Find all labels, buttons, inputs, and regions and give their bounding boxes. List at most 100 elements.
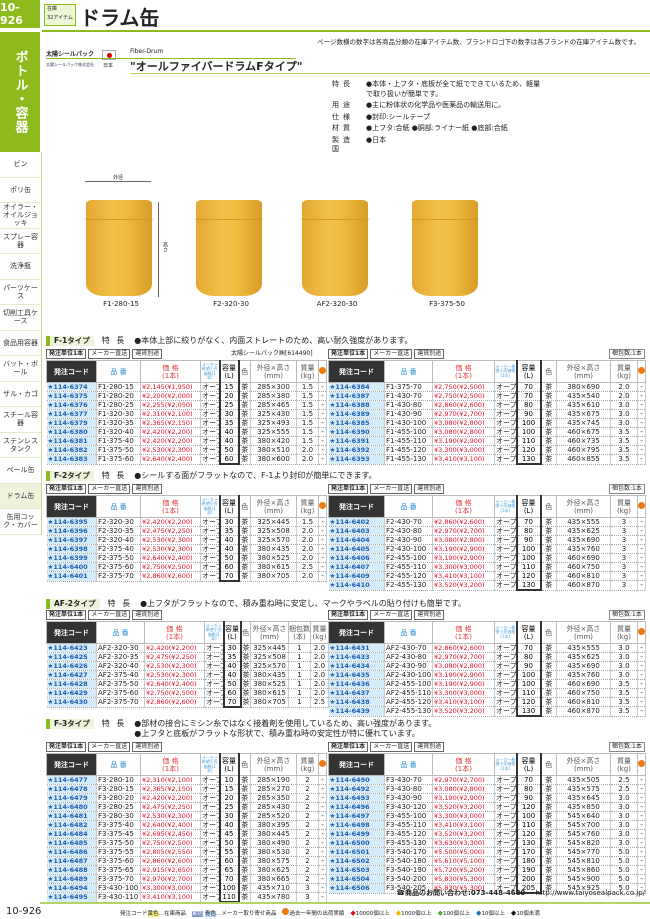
order-code[interactable]: ★114-6375 [46,391,97,401]
table-row[interactable]: ★114-6402F2-430-70¥2,860(¥2,600)オープン70茶4… [328,517,646,527]
order-code[interactable]: ★114-6383 [46,454,97,465]
table-row[interactable]: ★114-6388F1-430-80¥2,860(¥2,600)オープン80茶4… [328,400,646,410]
table-row[interactable]: ★114-6389F1-430-90¥2,970(¥2,700)オープン90茶4… [328,409,646,419]
table-row[interactable]: ★114-6393F1-455-130¥3,410(¥3,100)オープン130… [328,454,646,465]
table-row[interactable]: ★114-6478F3-280-15¥2,365(¥2,150)オープン15茶2… [46,784,327,794]
sidebar-item[interactable]: ザル・カゴ [0,382,41,407]
sidebar-item[interactable]: ステンレスタンク [0,433,41,458]
table-row[interactable]: ★114-6438AF2-455-120¥3,410(¥3,100)オープン12… [328,697,646,707]
table-row[interactable]: ★114-6496F3-430-120¥3,520(¥3,200)オープン120… [328,802,646,812]
order-code[interactable]: ★114-6400 [46,562,97,572]
order-code[interactable]: ★114-6390 [328,427,385,437]
order-code[interactable]: ★114-6503 [328,865,385,875]
table-row[interactable]: ★114-6391F1-455-110¥3,190(¥2,900)オープン110… [328,436,646,446]
table-row[interactable]: ★114-6428AF2-375-50¥2,640(¥2,400)オープン50茶… [46,679,337,689]
table-row[interactable]: ★114-6410F2-455-130¥3,520(¥3,200)オープン130… [328,580,646,591]
order-code[interactable]: ★114-6487 [46,856,97,866]
order-code[interactable]: ★114-6427 [46,670,97,680]
table-row[interactable]: ★114-6409F2-455-120¥3,410(¥3,100)オープン120… [328,571,646,581]
table-row[interactable]: ★114-6488F3-375-65¥2,915(¥2,650)オープン65茶3… [46,865,327,875]
table-row[interactable]: ★114-6506F3-540-205¥5,830(¥5,300)オープン205… [328,883,646,894]
sidebar-item[interactable]: バット・ボール [0,356,41,382]
order-code[interactable]: ★114-6426 [46,661,97,671]
order-code[interactable]: ★114-6405 [328,544,385,554]
table-row[interactable]: ★114-6477F3-280-10¥2,310(¥2,100)オープン10茶2… [46,775,327,785]
order-code[interactable]: ★114-6436 [328,679,385,689]
order-code[interactable]: ★114-6486 [46,847,97,857]
order-code[interactable]: ★114-6488 [46,865,97,875]
order-code[interactable]: ★114-6410 [328,580,385,591]
order-code[interactable]: ★114-6438 [328,697,385,707]
order-code[interactable]: ★114-6494 [46,883,97,893]
table-row[interactable]: ★114-6429AF2-375-60¥2,750(¥2,500)オープン60茶… [46,688,337,698]
table-row[interactable]: ★114-6435AF2-430-100¥3,190(¥2,900)オープン10… [328,670,646,680]
table-row[interactable]: ★114-6498F3-455-110¥3,410(¥3,100)オープン110… [328,820,646,830]
order-code[interactable]: ★114-6480 [46,802,97,812]
order-code[interactable]: ★114-6490 [328,775,385,785]
order-code[interactable]: ★114-6495 [46,892,97,903]
contact-url[interactable]: http://www.taiyosealpack.co.jp/ [535,889,645,897]
table-row[interactable]: ★114-6479F3-280-20¥2,420(¥2,200)オープン20茶2… [46,793,327,803]
table-row[interactable]: ★114-6401F2-375-70¥2,860(¥2,600)オープン70茶3… [46,571,327,582]
sidebar-item[interactable]: ドラム缶 [0,483,41,509]
order-code[interactable]: ★114-6392 [328,445,385,455]
sidebar-item[interactable]: ポリ缶 [0,178,41,203]
table-row[interactable]: ★114-6407F2-455-110¥3,300(¥3,000)オープン110… [328,562,646,572]
order-code[interactable]: ★114-6404 [328,535,385,545]
table-row[interactable]: ★114-6493F3-430-90¥3,190(¥2,900)オープン90茶4… [328,793,646,803]
table-row[interactable]: ★114-6374F1-280-15¥2,145(¥1,950)オープン15茶2… [46,382,327,392]
table-row[interactable]: ★114-6486F3-375-55¥2,805(¥2,550)オープン55茶3… [46,847,327,857]
table-row[interactable]: ★114-6380F1-320-40¥2,420(¥2,200)オープン40茶3… [46,427,327,437]
sidebar-item[interactable]: 缶用コック・カバー [0,509,41,535]
order-code[interactable]: ★114-6501 [328,847,385,857]
sidebar-item[interactable]: 食品用容器 [0,331,41,356]
order-code[interactable]: ★114-6479 [46,793,97,803]
sidebar-item[interactable]: スプレー容器 [0,229,41,254]
order-code[interactable]: ★114-6402 [328,517,385,527]
table-row[interactable]: ★114-6379F1-320-35¥2,365(¥2,150)オープン35茶3… [46,418,327,428]
order-code[interactable]: ★114-6407 [328,562,385,572]
order-code[interactable]: ★114-6477 [46,775,97,785]
order-code[interactable]: ★114-6374 [46,382,97,392]
table-row[interactable]: ★114-6423AF2-320-30¥2,420(¥2,200)オープン30茶… [46,643,337,653]
table-row[interactable]: ★114-6390F1-455-100¥3,080(¥2,800)オープン100… [328,427,646,437]
table-row[interactable]: ★114-6431AF2-430-70¥2,860(¥2,600)オープン70茶… [328,643,646,653]
order-code[interactable]: ★114-6504 [328,874,385,884]
table-row[interactable]: ★114-6434AF2-430-90¥3,080(¥2,800)オープン90茶… [328,661,646,671]
order-code[interactable]: ★114-6498 [328,820,385,830]
order-code[interactable]: ★114-6425 [46,652,97,662]
table-row[interactable]: ★114-6439AF2-455-130¥3,520(¥3,200)オープン13… [328,706,646,717]
order-code[interactable]: ★114-6502 [328,856,385,866]
table-row[interactable]: ★114-6384F1-375-70¥2,750(¥2,500)オープン70茶3… [328,382,646,392]
order-code[interactable]: ★114-6409 [328,571,385,581]
order-code[interactable]: ★114-6481 [46,811,97,821]
order-code[interactable]: ★114-6482 [46,820,97,830]
table-row[interactable]: ★114-6503F3-540-190¥5,720(¥5,200)オープン190… [328,865,646,875]
order-code[interactable]: ★114-6403 [328,526,385,536]
table-row[interactable]: ★114-6399F2-375-50¥2,640(¥2,400)オープン50茶3… [46,553,327,563]
table-row[interactable]: ★114-6382F1-375-50¥2,530(¥2,300)オープン50茶3… [46,445,327,455]
table-row[interactable]: ★114-6400F2-375-60¥2,750(¥2,500)オープン60茶3… [46,562,327,572]
order-code[interactable]: ★114-6429 [46,688,97,698]
order-code[interactable]: ★114-6398 [46,544,97,554]
order-code[interactable]: ★114-6499 [328,829,385,839]
table-row[interactable]: ★114-6492F3-430-80¥3,080(¥2,800)オープン80茶4… [328,784,646,794]
table-row[interactable]: ★114-6376F1-280-25¥2,255(¥2,050)オープン25茶2… [46,400,327,410]
order-code[interactable]: ★114-6435 [328,670,385,680]
order-code[interactable]: ★114-6382 [46,445,97,455]
order-code[interactable]: ★114-6500 [328,838,385,848]
table-row[interactable]: ★114-6381F1-375-40¥2,420(¥2,200)オープン40茶3… [46,436,327,446]
order-code[interactable]: ★114-6485 [46,838,97,848]
sidebar-item[interactable]: スチール容器 [0,407,41,433]
table-row[interactable]: ★114-6495F3-430-110¥3,410(¥3,100)オープン110… [46,892,327,903]
order-code[interactable]: ★114-6434 [328,661,385,671]
table-row[interactable]: ★114-6487F3-375-60¥2,860(¥2,600)オープン60茶3… [46,856,327,866]
table-row[interactable]: ★114-6404F2-430-90¥3,080(¥2,800)オープン90茶4… [328,535,646,545]
sidebar-item[interactable]: ペール缶 [0,458,41,484]
order-code[interactable]: ★114-6397 [46,535,97,545]
table-row[interactable]: ★114-6425AF2-320-35¥2,475(¥2,250)オープン35茶… [46,652,337,662]
table-row[interactable]: ★114-6497F3-455-100¥3,300(¥3,000)オープン100… [328,811,646,821]
order-code[interactable]: ★114-6395 [46,517,97,527]
table-row[interactable]: ★114-6499F3-455-120¥3,520(¥3,200)オープン120… [328,829,646,839]
table-row[interactable]: ★114-6427AF2-375-40¥2,530(¥2,300)オープン40茶… [46,670,337,680]
